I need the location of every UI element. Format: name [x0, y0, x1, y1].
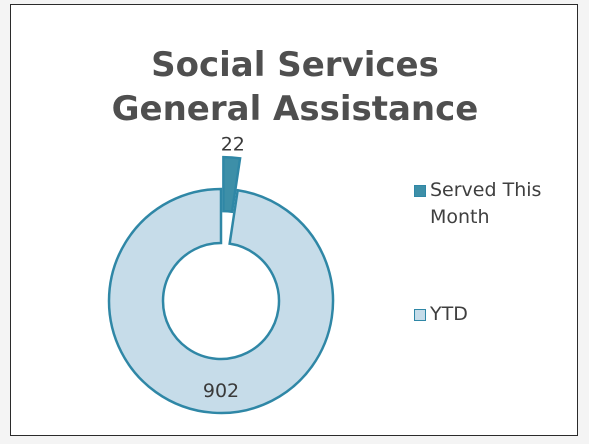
- data-label-ytd: 902: [203, 380, 239, 402]
- data-labels: 22 902: [203, 133, 245, 402]
- legend-entry-served-this-month: Served This Month: [414, 177, 574, 231]
- doughnut-slices: [107, 155, 335, 415]
- legend-label-ytd: YTD: [430, 303, 468, 325]
- legend-swatch-ytd: [414, 309, 426, 321]
- legend-entry-ytd: YTD: [414, 301, 574, 328]
- legend-swatch-served: [414, 185, 426, 197]
- data-label-served-this-month: 22: [221, 133, 245, 155]
- doughnut-chart: 22 902: [107, 133, 335, 415]
- chart-title: Social Services General Assistance: [11, 43, 579, 131]
- legend-label-served: Served This Month: [430, 179, 542, 228]
- chart-title-line-2: General Assistance: [111, 89, 479, 129]
- doughnut-slice-ytd: [107, 187, 335, 415]
- chart-title-line-1: Social Services: [151, 45, 439, 85]
- doughnut-slice-served-this-month: [222, 155, 242, 214]
- chart-frame: Social Services General Assistance 22 902…: [10, 4, 578, 436]
